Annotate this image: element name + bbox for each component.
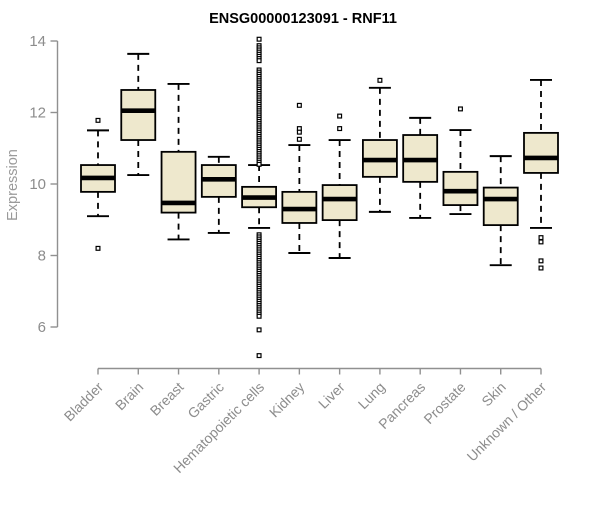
x-category-label-prostate: Prostate	[420, 379, 468, 427]
boxplot-skin	[482, 155, 519, 267]
iqr-box	[482, 186, 519, 227]
outlier-point	[296, 136, 302, 142]
iqr-box	[120, 89, 157, 141]
boxplot-breast	[160, 82, 197, 241]
outlier-point	[337, 113, 343, 119]
y-tick-label: 6	[38, 319, 46, 336]
boxplot-gastric	[200, 155, 237, 234]
y-tick-label: 10	[29, 176, 46, 193]
boxplot-liver	[321, 113, 358, 259]
x-category-label-lung: Lung	[355, 379, 388, 412]
boxplot-hematopoietic-cells	[241, 36, 277, 359]
iqr-box	[321, 184, 358, 222]
x-category-label-breast: Breast	[147, 379, 187, 419]
boxplot-pancreas	[402, 116, 439, 219]
y-axis-label: Expression	[5, 149, 21, 221]
boxplot-bladder	[80, 117, 116, 251]
outlier-point	[256, 327, 262, 333]
chart-title: ENSG00000123091 - RNF11	[209, 11, 397, 27]
outlier-point	[256, 58, 262, 64]
outlier-point	[256, 353, 262, 359]
boxplot-prostate	[442, 106, 479, 215]
y-tick-label: 8	[38, 248, 46, 265]
outlier-point	[296, 129, 302, 135]
y-axis: 6 8 10 12 14	[29, 33, 59, 336]
boxplot-brain	[120, 52, 157, 177]
outlier-point	[457, 106, 463, 112]
boxplot-lung	[362, 77, 398, 213]
outlier-point	[538, 235, 544, 241]
x-category-label-bladder: Bladder	[61, 379, 107, 425]
outlier-point	[256, 36, 262, 42]
x-category-label-skin: Skin	[478, 379, 509, 410]
outlier-point	[256, 161, 262, 167]
iqr-box	[442, 170, 479, 206]
outlier-point	[538, 258, 544, 264]
outlier-point	[95, 117, 101, 123]
outlier-point	[377, 77, 383, 83]
boxplot-kidney	[281, 102, 318, 254]
outlier-point	[256, 313, 262, 319]
iqr-box	[523, 131, 559, 174]
x-category-label-liver: Liver	[315, 379, 348, 412]
outlier-point	[538, 265, 544, 271]
x-category-label-brain: Brain	[112, 379, 146, 413]
outlier-point	[296, 102, 302, 108]
plot-area	[80, 36, 559, 359]
outlier-point	[95, 245, 101, 251]
y-tick-label: 14	[29, 33, 46, 50]
x-category-label-kidney: Kidney	[266, 379, 308, 421]
boxplot-unknown-other	[523, 79, 559, 271]
outlier-point	[337, 126, 343, 132]
outlier-point	[538, 239, 544, 245]
y-tick-label: 12	[29, 105, 46, 122]
